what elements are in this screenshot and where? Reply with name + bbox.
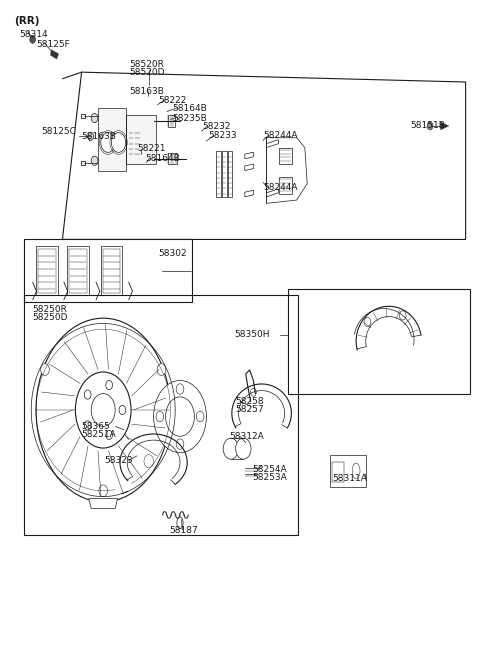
Polygon shape [266,138,307,203]
Text: (RR): (RR) [14,16,40,26]
Polygon shape [228,151,232,197]
Circle shape [364,318,371,327]
Polygon shape [216,151,221,197]
Text: 58222: 58222 [158,96,187,105]
Text: 58251A: 58251A [82,430,116,439]
Text: 58232: 58232 [203,122,231,131]
Text: 58163B: 58163B [82,132,117,141]
Bar [98,108,126,171]
Polygon shape [89,499,118,508]
Polygon shape [103,249,120,293]
Text: 58244A: 58244A [263,131,298,140]
Polygon shape [279,177,292,194]
Text: 58302: 58302 [158,249,187,258]
Circle shape [427,122,433,130]
Bar [288,289,470,394]
Text: 58314: 58314 [19,30,48,39]
Circle shape [176,439,184,449]
Circle shape [106,430,112,440]
Circle shape [41,363,49,375]
Polygon shape [441,122,449,130]
Polygon shape [266,189,278,197]
Polygon shape [222,151,227,197]
Circle shape [236,438,251,459]
Text: 58312A: 58312A [229,432,264,441]
Text: 58164B: 58164B [172,104,206,113]
Text: 58254A: 58254A [252,464,287,474]
Text: 58250R: 58250R [33,305,68,314]
Circle shape [30,35,36,43]
Circle shape [251,388,256,396]
Polygon shape [69,249,87,293]
Text: 58520R: 58520R [130,60,165,69]
Circle shape [101,133,115,152]
Text: 58235B: 58235B [172,113,206,123]
Circle shape [156,411,164,422]
Circle shape [196,411,204,422]
Circle shape [88,133,94,140]
Polygon shape [38,249,56,293]
Text: 58253A: 58253A [252,473,287,482]
Text: 58125F: 58125F [36,40,70,49]
Polygon shape [332,462,344,482]
Circle shape [111,133,126,152]
Text: 58163B: 58163B [130,87,165,96]
Polygon shape [245,190,253,197]
Ellipse shape [177,517,183,529]
Circle shape [154,380,206,453]
Circle shape [399,311,406,320]
Polygon shape [67,246,89,295]
Text: 58311A: 58311A [333,474,368,483]
Polygon shape [50,50,59,59]
Circle shape [166,397,194,436]
Text: 58250D: 58250D [33,313,68,322]
Text: 58187: 58187 [169,525,198,535]
Bar [24,239,192,302]
Text: 58164B: 58164B [145,154,180,163]
Text: 58125C: 58125C [41,127,76,136]
Circle shape [223,438,239,459]
Text: 58244A: 58244A [263,183,298,192]
Polygon shape [279,148,292,164]
Text: 58257: 58257 [235,405,264,415]
Text: 58365: 58365 [82,422,110,431]
Text: 58258: 58258 [235,397,264,406]
Polygon shape [266,140,278,148]
Text: 58233: 58233 [208,131,237,140]
Circle shape [84,390,91,399]
Bar [24,295,298,535]
Polygon shape [101,246,122,295]
Polygon shape [168,115,175,127]
Polygon shape [245,152,253,159]
Bar [330,455,366,487]
Circle shape [106,380,112,390]
Bar [126,115,156,164]
Text: 58151B: 58151B [410,121,445,131]
Circle shape [84,421,91,430]
Circle shape [157,363,166,375]
Circle shape [91,113,98,123]
Text: 58323: 58323 [105,456,133,465]
Circle shape [119,405,126,415]
Text: 58221: 58221 [137,144,165,154]
Polygon shape [245,164,253,171]
Text: 58520D: 58520D [130,68,165,77]
Circle shape [99,485,108,497]
Polygon shape [168,153,177,164]
Circle shape [176,384,184,394]
Polygon shape [36,246,58,295]
Ellipse shape [352,463,360,479]
Text: 58350H: 58350H [234,330,270,339]
Circle shape [91,156,98,165]
